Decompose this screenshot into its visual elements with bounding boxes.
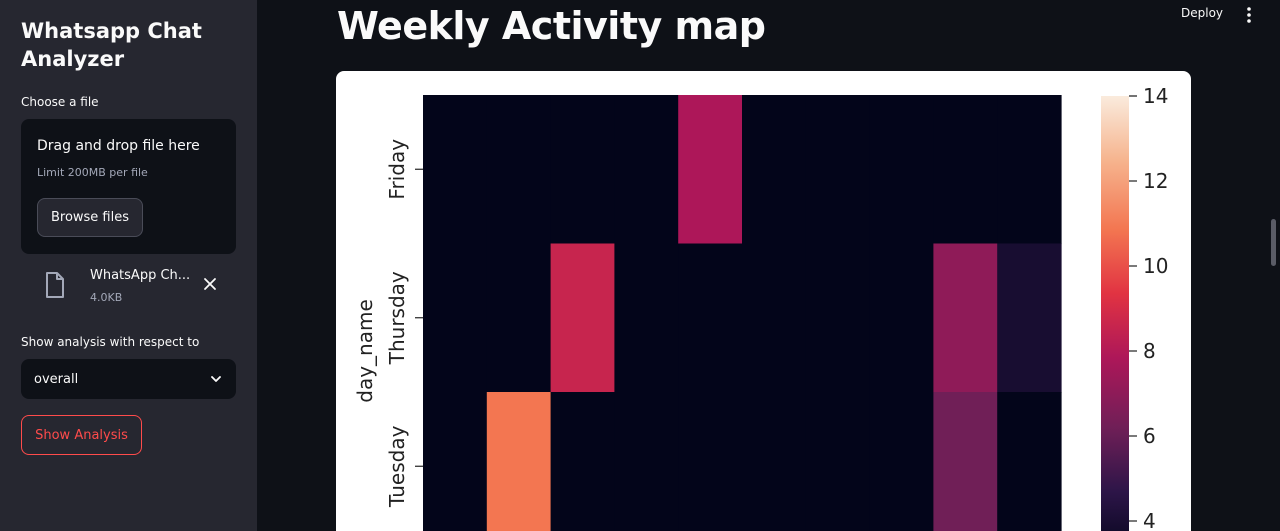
- heatmap-cell: [869, 95, 934, 245]
- heatmap-cell: [742, 243, 807, 393]
- heatmap-cell: [869, 243, 934, 393]
- heatmap-cell: [423, 243, 488, 393]
- heatmap-cell: [614, 95, 679, 245]
- heatmap-cell: [550, 392, 615, 531]
- heatmap-cell: [423, 95, 488, 245]
- heatmap-cell: [997, 95, 1062, 245]
- heatmap-cell: [869, 392, 934, 531]
- heatmap-cell: [678, 392, 743, 531]
- scrollbar[interactable]: [1271, 219, 1276, 266]
- heatmap-cell: [742, 95, 807, 245]
- dropzone-title: Drag and drop file here: [37, 138, 200, 154]
- dropzone-limit: Limit 200MB per file: [37, 166, 148, 179]
- heatmap-cell: [933, 392, 998, 531]
- y-tick-label: Friday: [385, 139, 409, 200]
- colorbar-tick-label: 4: [1143, 509, 1156, 531]
- chevron-down-icon: [211, 376, 221, 382]
- heatmap-cell: [614, 392, 679, 531]
- colorbar-tick-label: 8: [1143, 339, 1156, 363]
- deploy-button[interactable]: Deploy: [1181, 6, 1224, 20]
- heatmap-cell: [933, 243, 998, 393]
- heatmap-cell: [550, 243, 615, 393]
- file-icon: [46, 272, 64, 298]
- heatmap-cell: [997, 243, 1062, 393]
- colorbar-tick-label: 14: [1143, 84, 1168, 108]
- y-axis-label: day_name: [353, 299, 377, 403]
- heatmap-cell: [805, 95, 871, 245]
- uploaded-file-name: WhatsApp Ch...: [90, 268, 191, 283]
- y-tick-label: Tuesday: [385, 425, 409, 508]
- heatmap-cell: [486, 392, 552, 531]
- heatmap-cell: [805, 243, 871, 393]
- weekly-activity-heatmap: Friday Thursday Tuesday day_name 4 6 8 10 12 14: [353, 84, 1168, 531]
- browse-files-button[interactable]: Browse files: [37, 198, 143, 237]
- heatmap-cell: [742, 392, 807, 531]
- analysis-select[interactable]: overall: [21, 359, 236, 399]
- heatmap-cell: [423, 392, 488, 531]
- heatmap-cell: [550, 95, 615, 245]
- y-tick-label: Thursday: [385, 271, 409, 365]
- analysis-select-value: overall: [34, 371, 79, 387]
- heatmap-cell: [486, 243, 552, 393]
- heatmap-card: Friday Thursday Tuesday day_name 4 6 8 10 12 14: [336, 71, 1191, 531]
- heatmap-cell: [997, 392, 1062, 531]
- heatmap-cell: [933, 95, 998, 245]
- page-title: Weekly Activity map: [337, 4, 766, 48]
- heatmap-cell: [678, 243, 743, 393]
- heatmap-cell: [678, 95, 743, 245]
- heatmap-cell: [805, 392, 871, 531]
- colorbar: [1101, 96, 1129, 531]
- heatmap-cell: [614, 243, 679, 393]
- more-vertical-icon[interactable]: [1239, 5, 1259, 25]
- analysis-select-label: Show analysis with respect to: [21, 335, 200, 349]
- uploaded-file-size: 4.0KB: [90, 291, 123, 304]
- file-dropzone[interactable]: Drag and drop file here Limit 200MB per …: [21, 119, 236, 254]
- uploaded-file-row: WhatsApp Ch... 4.0KB: [21, 262, 236, 310]
- colorbar-tick-label: 12: [1143, 169, 1168, 193]
- colorbar-tick-label: 10: [1143, 254, 1168, 278]
- heatmap-cell: [486, 95, 552, 245]
- close-icon[interactable]: [202, 276, 218, 292]
- colorbar-tick-label: 6: [1143, 424, 1156, 448]
- sidebar: Whatsapp Chat Analyzer Choose a file Dra…: [0, 0, 257, 531]
- app-title: Whatsapp Chat Analyzer: [21, 19, 202, 71]
- file-uploader-label: Choose a file: [21, 95, 99, 109]
- show-analysis-button[interactable]: Show Analysis: [21, 415, 142, 455]
